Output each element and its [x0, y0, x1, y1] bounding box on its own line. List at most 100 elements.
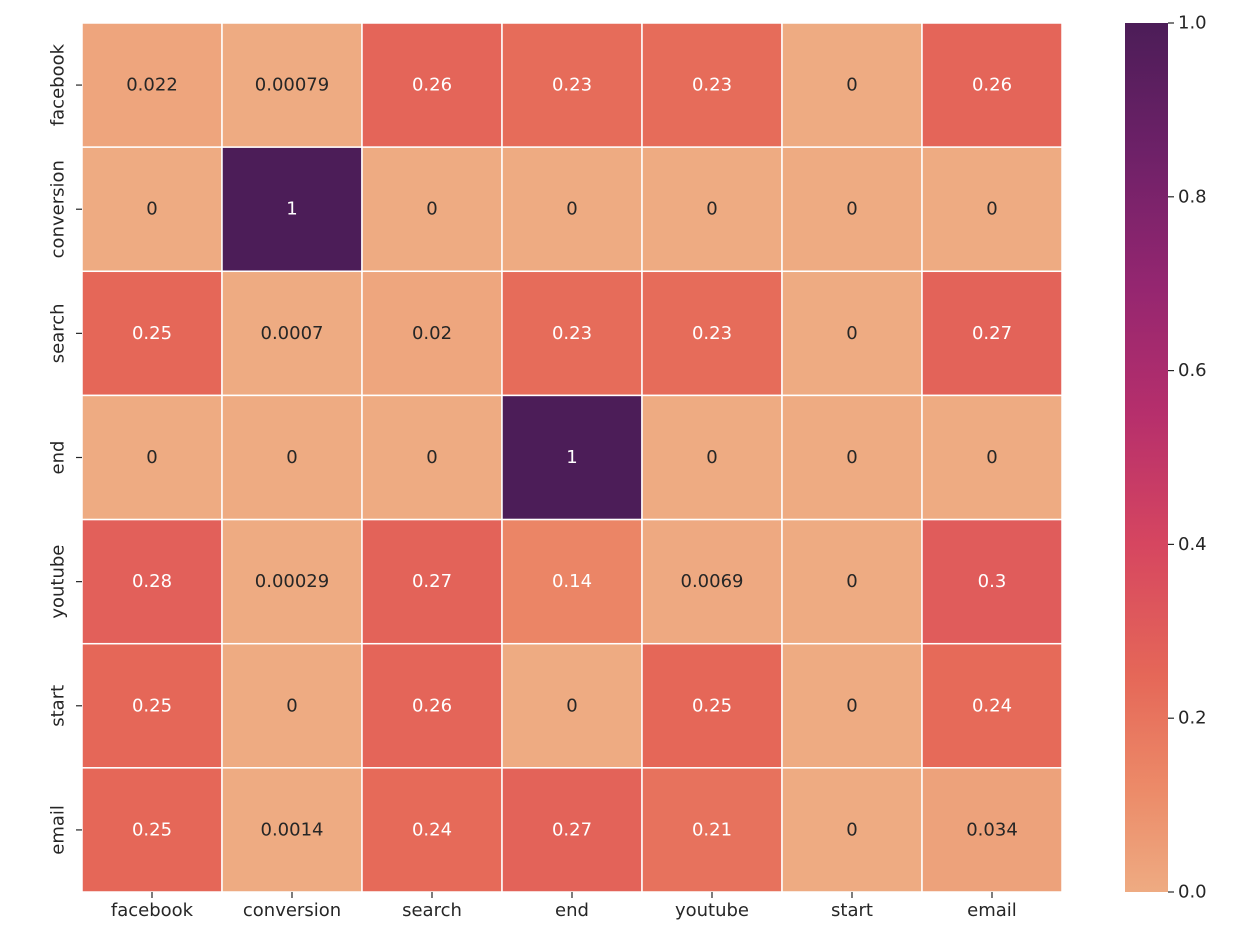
heatmap-cell — [921, 642, 1063, 769]
cell-annotation: 0.23 — [692, 323, 732, 344]
colorbar: 0.0 0.2 0.4 0.6 0.8 1.0 — [1125, 13, 1207, 903]
y-tick-label: start — [48, 685, 69, 727]
cell-annotation: 1 — [566, 447, 577, 468]
heatmap-cell — [501, 767, 643, 893]
heatmap-cell — [781, 22, 923, 148]
cell-annotation: 0.25 — [132, 819, 172, 840]
heatmap-cell — [921, 767, 1063, 893]
y-tick-label: facebook — [48, 43, 69, 126]
heatmap-cell — [921, 270, 1063, 397]
heatmap-cells — [81, 22, 1063, 893]
y-tick-label: youtube — [48, 545, 69, 619]
heatmap-cell — [221, 270, 363, 397]
heatmap-cell — [361, 146, 503, 273]
x-tick-label: conversion — [243, 900, 341, 921]
cell-annotation: 0 — [846, 75, 857, 96]
heatmap-annotations: 0.022 0.00079 0.26 0.23 0.23 0 0.26 0 1 0 0 0 0 0 0.25… — [126, 75, 1018, 841]
heatmap-cell — [361, 767, 503, 893]
colorbar-tick-label: 0.6 — [1178, 360, 1207, 381]
cell-annotation: 0 — [426, 199, 437, 220]
cell-annotation: 0.02 — [412, 323, 452, 344]
heatmap-cell — [221, 22, 363, 148]
cell-annotation: 0 — [426, 447, 437, 468]
colorbar-tick-label: 0.2 — [1178, 708, 1207, 729]
heatmap-cell — [781, 394, 923, 521]
cell-annotation: 0 — [846, 447, 857, 468]
heatmap-cell — [81, 642, 223, 769]
cell-annotation: 0.034 — [966, 819, 1018, 840]
cell-annotation: 0.0007 — [261, 323, 324, 344]
heatmap-cell — [81, 394, 223, 521]
x-axis: facebook conversion search end youtube start e… — [111, 892, 1017, 921]
colorbar-tick-label: 1.0 — [1178, 13, 1207, 34]
cell-annotation: 0 — [846, 819, 857, 840]
cell-annotation: 0 — [986, 199, 997, 220]
heatmap-cell — [361, 642, 503, 769]
x-tick-label: start — [831, 900, 873, 921]
cell-annotation: 0.23 — [692, 75, 732, 96]
heatmap-cell — [641, 767, 783, 893]
x-tick-label: end — [555, 900, 589, 921]
cell-annotation: 0.28 — [132, 571, 172, 592]
heatmap-cell — [641, 146, 783, 273]
heatmap-cell — [641, 22, 783, 148]
heatmap-cell — [921, 146, 1063, 273]
heatmap-cell — [81, 22, 223, 148]
cell-annotation: 0 — [706, 199, 717, 220]
heatmap-cell — [501, 394, 643, 521]
heatmap-cell — [81, 518, 223, 645]
cell-annotation: 0.26 — [412, 695, 452, 716]
cell-annotation: 0 — [566, 695, 577, 716]
heatmap-cell — [781, 270, 923, 397]
heatmap-cell — [221, 394, 363, 521]
cell-annotation: 0 — [846, 695, 857, 716]
cell-annotation: 0 — [706, 447, 717, 468]
heatmap-cell — [361, 270, 503, 397]
heatmap-cell — [501, 270, 643, 397]
heatmap-cell — [501, 22, 643, 148]
heatmap-cell — [641, 642, 783, 769]
colorbar-tick-label: 0.8 — [1178, 186, 1207, 207]
cell-annotation: 0.022 — [126, 75, 178, 96]
cell-annotation: 0.0069 — [681, 571, 744, 592]
cell-annotation: 0.00029 — [255, 571, 329, 592]
heatmap-cell — [921, 394, 1063, 521]
cell-annotation: 0 — [286, 695, 297, 716]
cell-annotation: 0.27 — [552, 819, 592, 840]
heatmap-cell — [361, 22, 503, 148]
x-tick-label: email — [967, 900, 1017, 921]
heatmap-cell — [781, 146, 923, 273]
heatmap-cell — [781, 767, 923, 893]
x-tick-label: search — [402, 900, 462, 921]
y-tick-label: search — [48, 303, 69, 363]
colorbar-gradient — [1125, 23, 1168, 892]
cell-annotation: 0.23 — [552, 323, 592, 344]
heatmap-cell — [361, 518, 503, 645]
cell-annotation: 0.25 — [132, 695, 172, 716]
cell-annotation: 0.00079 — [255, 75, 329, 96]
cell-annotation: 0 — [846, 323, 857, 344]
cell-annotation: 0 — [146, 199, 157, 220]
heatmap-cell — [81, 270, 223, 397]
heatmap-cell — [221, 642, 363, 769]
colorbar-tick-label: 0.0 — [1178, 882, 1207, 903]
cell-annotation: 0.27 — [412, 571, 452, 592]
cell-annotation: 1 — [286, 199, 297, 220]
cell-annotation: 0 — [146, 447, 157, 468]
cell-annotation: 0.25 — [692, 695, 732, 716]
heatmap-cell — [641, 270, 783, 397]
y-tick-label: email — [48, 805, 69, 855]
cell-annotation: 0 — [286, 447, 297, 468]
cell-annotation: 0.25 — [132, 323, 172, 344]
y-tick-label: conversion — [48, 160, 69, 258]
heatmap-cell — [921, 518, 1063, 645]
cell-annotation: 0.27 — [972, 323, 1012, 344]
x-tick-label: youtube — [675, 900, 749, 921]
cell-annotation: 0.0014 — [261, 819, 324, 840]
cell-annotation: 0.24 — [412, 819, 452, 840]
cell-annotation: 0.23 — [552, 75, 592, 96]
cell-annotation: 0.21 — [692, 819, 732, 840]
cell-annotation: 0.3 — [978, 571, 1007, 592]
